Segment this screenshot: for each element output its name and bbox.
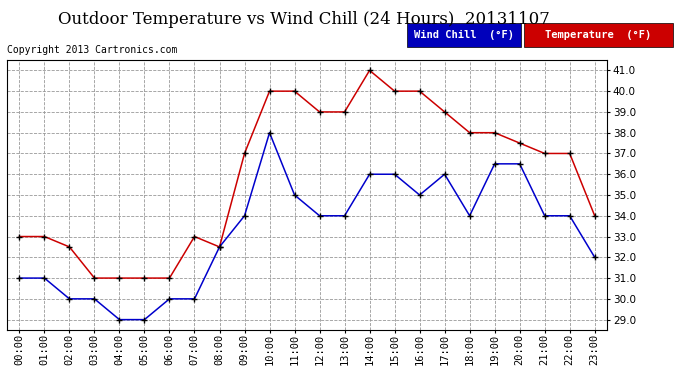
Text: Wind Chill  (°F): Wind Chill (°F)	[414, 30, 514, 40]
FancyBboxPatch shape	[524, 22, 673, 47]
Text: Copyright 2013 Cartronics.com: Copyright 2013 Cartronics.com	[7, 45, 177, 55]
Text: Temperature  (°F): Temperature (°F)	[546, 30, 651, 40]
FancyBboxPatch shape	[407, 22, 521, 47]
Text: Outdoor Temperature vs Wind Chill (24 Hours)  20131107: Outdoor Temperature vs Wind Chill (24 Ho…	[58, 11, 549, 28]
